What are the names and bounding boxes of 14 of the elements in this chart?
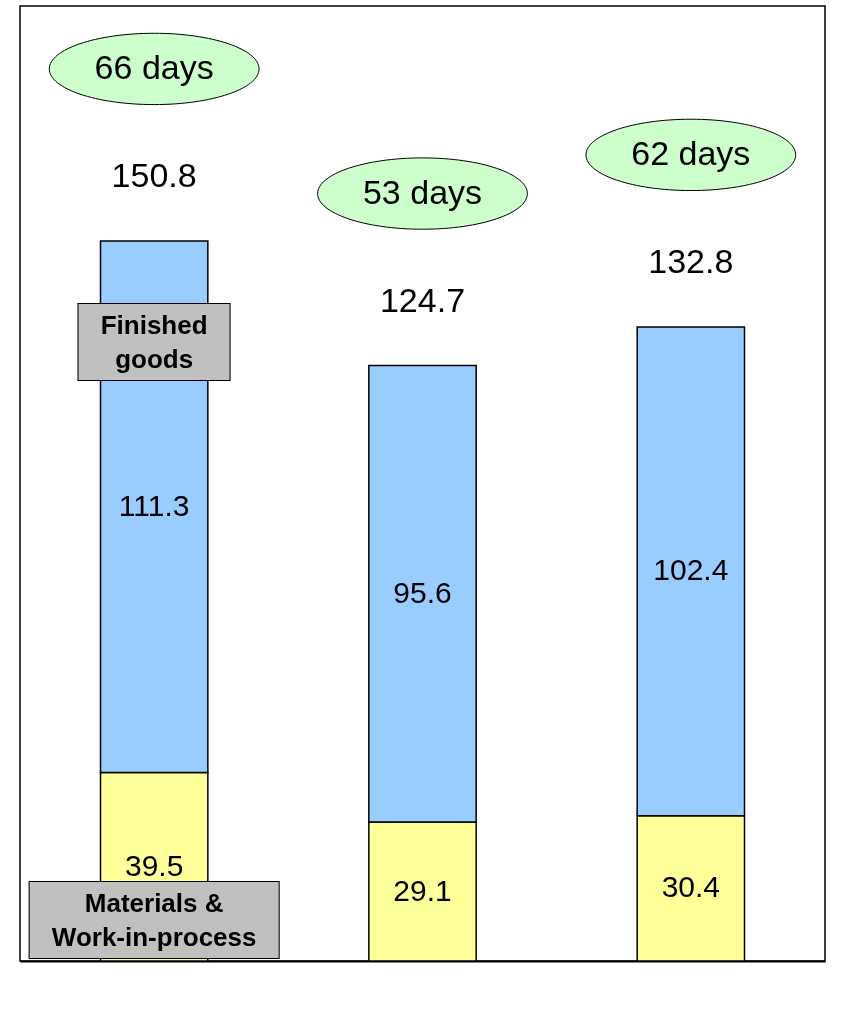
data-label: 102.4 bbox=[653, 553, 729, 587]
annotation: 62 days bbox=[631, 133, 751, 172]
total-label: 150.8 bbox=[111, 155, 197, 194]
series-label: Finished goods bbox=[77, 302, 231, 381]
series-label: Materials & Work-in-process bbox=[28, 880, 280, 959]
annotation: 53 days bbox=[362, 172, 483, 211]
data-label: 39.5 bbox=[124, 848, 184, 882]
total-label: 132.8 bbox=[648, 241, 734, 280]
total-label: 124.7 bbox=[379, 280, 466, 319]
data-label: 30.4 bbox=[661, 870, 721, 904]
annotation: 66 days bbox=[94, 47, 214, 86]
data-label: 29.1 bbox=[393, 873, 452, 907]
data-label: 111.3 bbox=[118, 488, 190, 522]
data-label: 95.6 bbox=[393, 575, 452, 609]
